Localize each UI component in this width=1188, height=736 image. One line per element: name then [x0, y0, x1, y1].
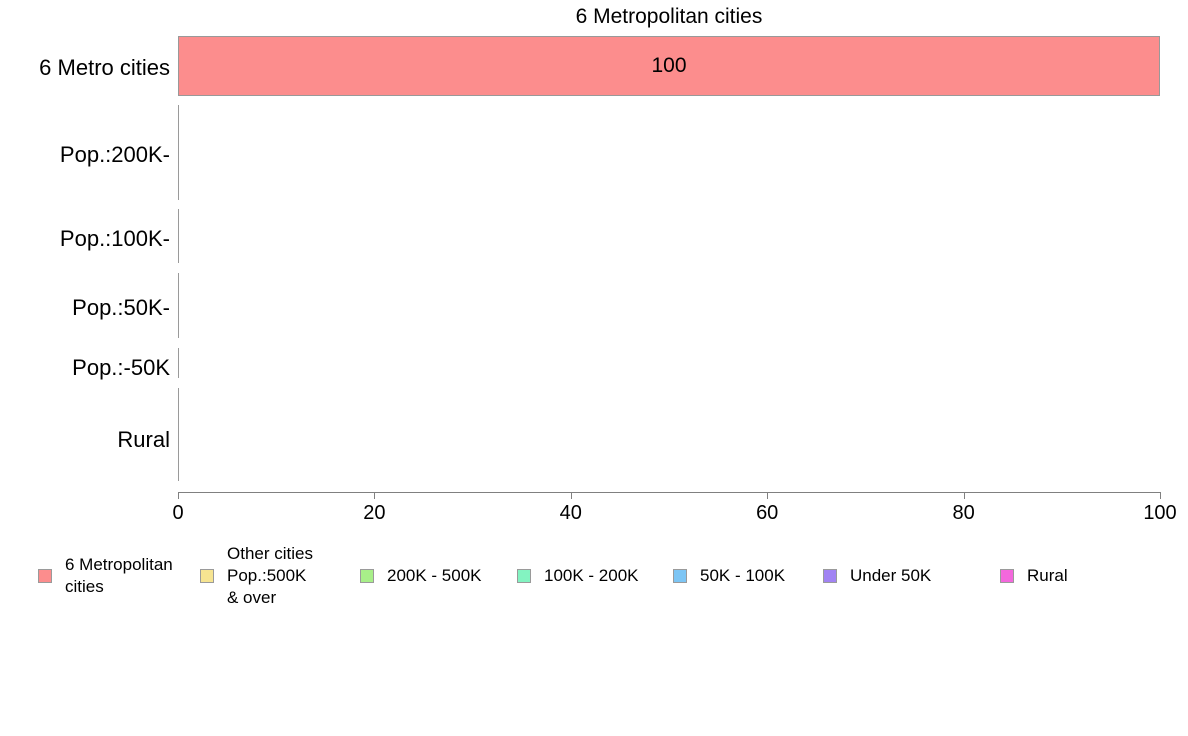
bar-6-metro-cities: 100: [178, 36, 1160, 96]
x-tick-mark: [570, 493, 572, 499]
y-axis-label-pop-50k: Pop.:50K-: [72, 295, 170, 320]
x-tick-mark: [374, 493, 376, 499]
zero-bar-pop-100k: [178, 209, 179, 263]
legend-swatch: [517, 569, 531, 583]
legend-label: 50K - 100K: [700, 566, 786, 585]
legend-swatch: [200, 569, 214, 583]
x-tick-mark: [767, 493, 769, 499]
x-tick-label: 100: [1143, 502, 1177, 524]
x-axis-line: [178, 492, 1161, 493]
y-axis-label-rural: Rural: [117, 427, 170, 452]
y-axis-label-pop-100k: Pop.:100K-: [59, 226, 170, 251]
plot-area: 100 0 20 40 60 80 100: [172, 28, 1177, 524]
legend-label: Rural: [1027, 566, 1068, 585]
x-tick-mark: [1160, 493, 1161, 499]
bar-value-label: 100: [651, 54, 687, 77]
x-tick-label: 0: [172, 502, 184, 524]
y-axis-label-pop-under-50k: Pop.:-50K: [72, 355, 170, 380]
zero-bar-pop-200k: [178, 105, 179, 200]
legend-label: Other cities Pop.:500K & over: [227, 544, 313, 607]
x-tick-mark: [963, 493, 965, 499]
legend-swatch: [38, 569, 52, 583]
y-axis-label-6-metro-cities: 6 Metro cities: [39, 55, 170, 80]
zero-bar-pop-50k: [178, 273, 179, 338]
legend-swatch: [673, 569, 687, 583]
legend-label: Under 50K: [850, 566, 932, 585]
x-tick-label: 80: [952, 502, 975, 524]
legend-label: 6 Metropolitan cities: [65, 555, 173, 596]
zero-bar-rural: [178, 388, 179, 481]
zero-bar-pop-under-50k: [178, 348, 179, 378]
x-tick-mark: [178, 493, 179, 499]
x-tick-label: 40: [559, 502, 582, 524]
legend-swatch: [360, 569, 374, 583]
legend-label: 100K - 200K: [544, 566, 639, 585]
x-tick-label: 60: [756, 502, 779, 524]
legend-swatch: [823, 569, 837, 583]
legend-swatch: [1000, 569, 1014, 583]
y-axis-label-pop-200k: Pop.:200K-: [59, 142, 170, 167]
legend-label: 200K - 500K: [387, 566, 482, 585]
x-tick-label: 20: [363, 502, 386, 524]
chart-title: 6 Metropolitan cities: [575, 5, 763, 28]
